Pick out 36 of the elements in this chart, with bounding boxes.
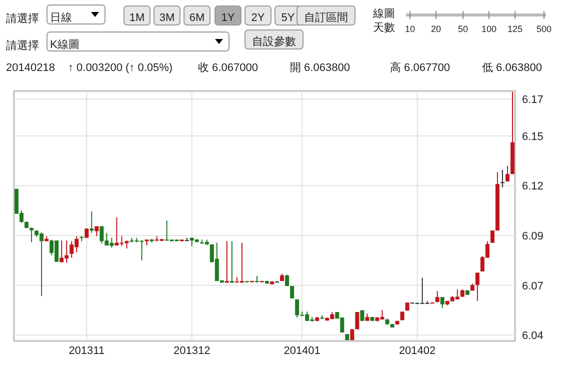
xtick: 201401 (284, 345, 320, 357)
annotation: 100 (481, 24, 497, 34)
annotation: 線圖 (373, 8, 395, 20)
annotation: 收 6.067000 (198, 62, 258, 74)
ytick: 6.12 (522, 180, 544, 193)
xtick: 201312 (174, 345, 210, 357)
annotation: 20140218 (6, 62, 55, 74)
annotation: 低 6.063800 (482, 62, 542, 74)
annotation: 50 (458, 24, 468, 34)
ytick: 6.07 (522, 280, 544, 292)
annotation: 高 6.067700 (390, 62, 450, 74)
annotation: 自設參數 (252, 36, 296, 48)
annotation: 請選擇 (6, 13, 39, 25)
annotation: 500 (536, 24, 552, 34)
ytick: 6.09 (522, 230, 544, 242)
ytick: 6.17 (522, 94, 544, 106)
annotation: 10 (405, 24, 415, 34)
annotation: ↑ 0.003200 (↑ 0.05%) (68, 62, 173, 74)
annotation: 3M (159, 12, 175, 24)
annotation: 請選擇 (6, 40, 39, 52)
annotation: 1M (129, 12, 145, 24)
annotation: 5Y (281, 12, 295, 24)
xtick: 201402 (398, 345, 436, 357)
annotation: 1Y (221, 12, 235, 24)
annotation: 天數 (373, 22, 395, 34)
annotation: K線圖 (50, 39, 80, 51)
annotation: 日線 (50, 12, 72, 24)
ytick: 6.04 (522, 330, 544, 342)
ytick: 6.15 (522, 130, 544, 143)
annotation: 20 (431, 24, 441, 34)
annotation: 自訂區間 (304, 12, 348, 24)
annotation: 開 6.063800 (290, 62, 350, 74)
annotation: 6M (189, 12, 205, 24)
annotation: 125 (507, 24, 523, 34)
xtick: 201311 (68, 345, 105, 357)
annotation: 2Y (251, 12, 265, 24)
